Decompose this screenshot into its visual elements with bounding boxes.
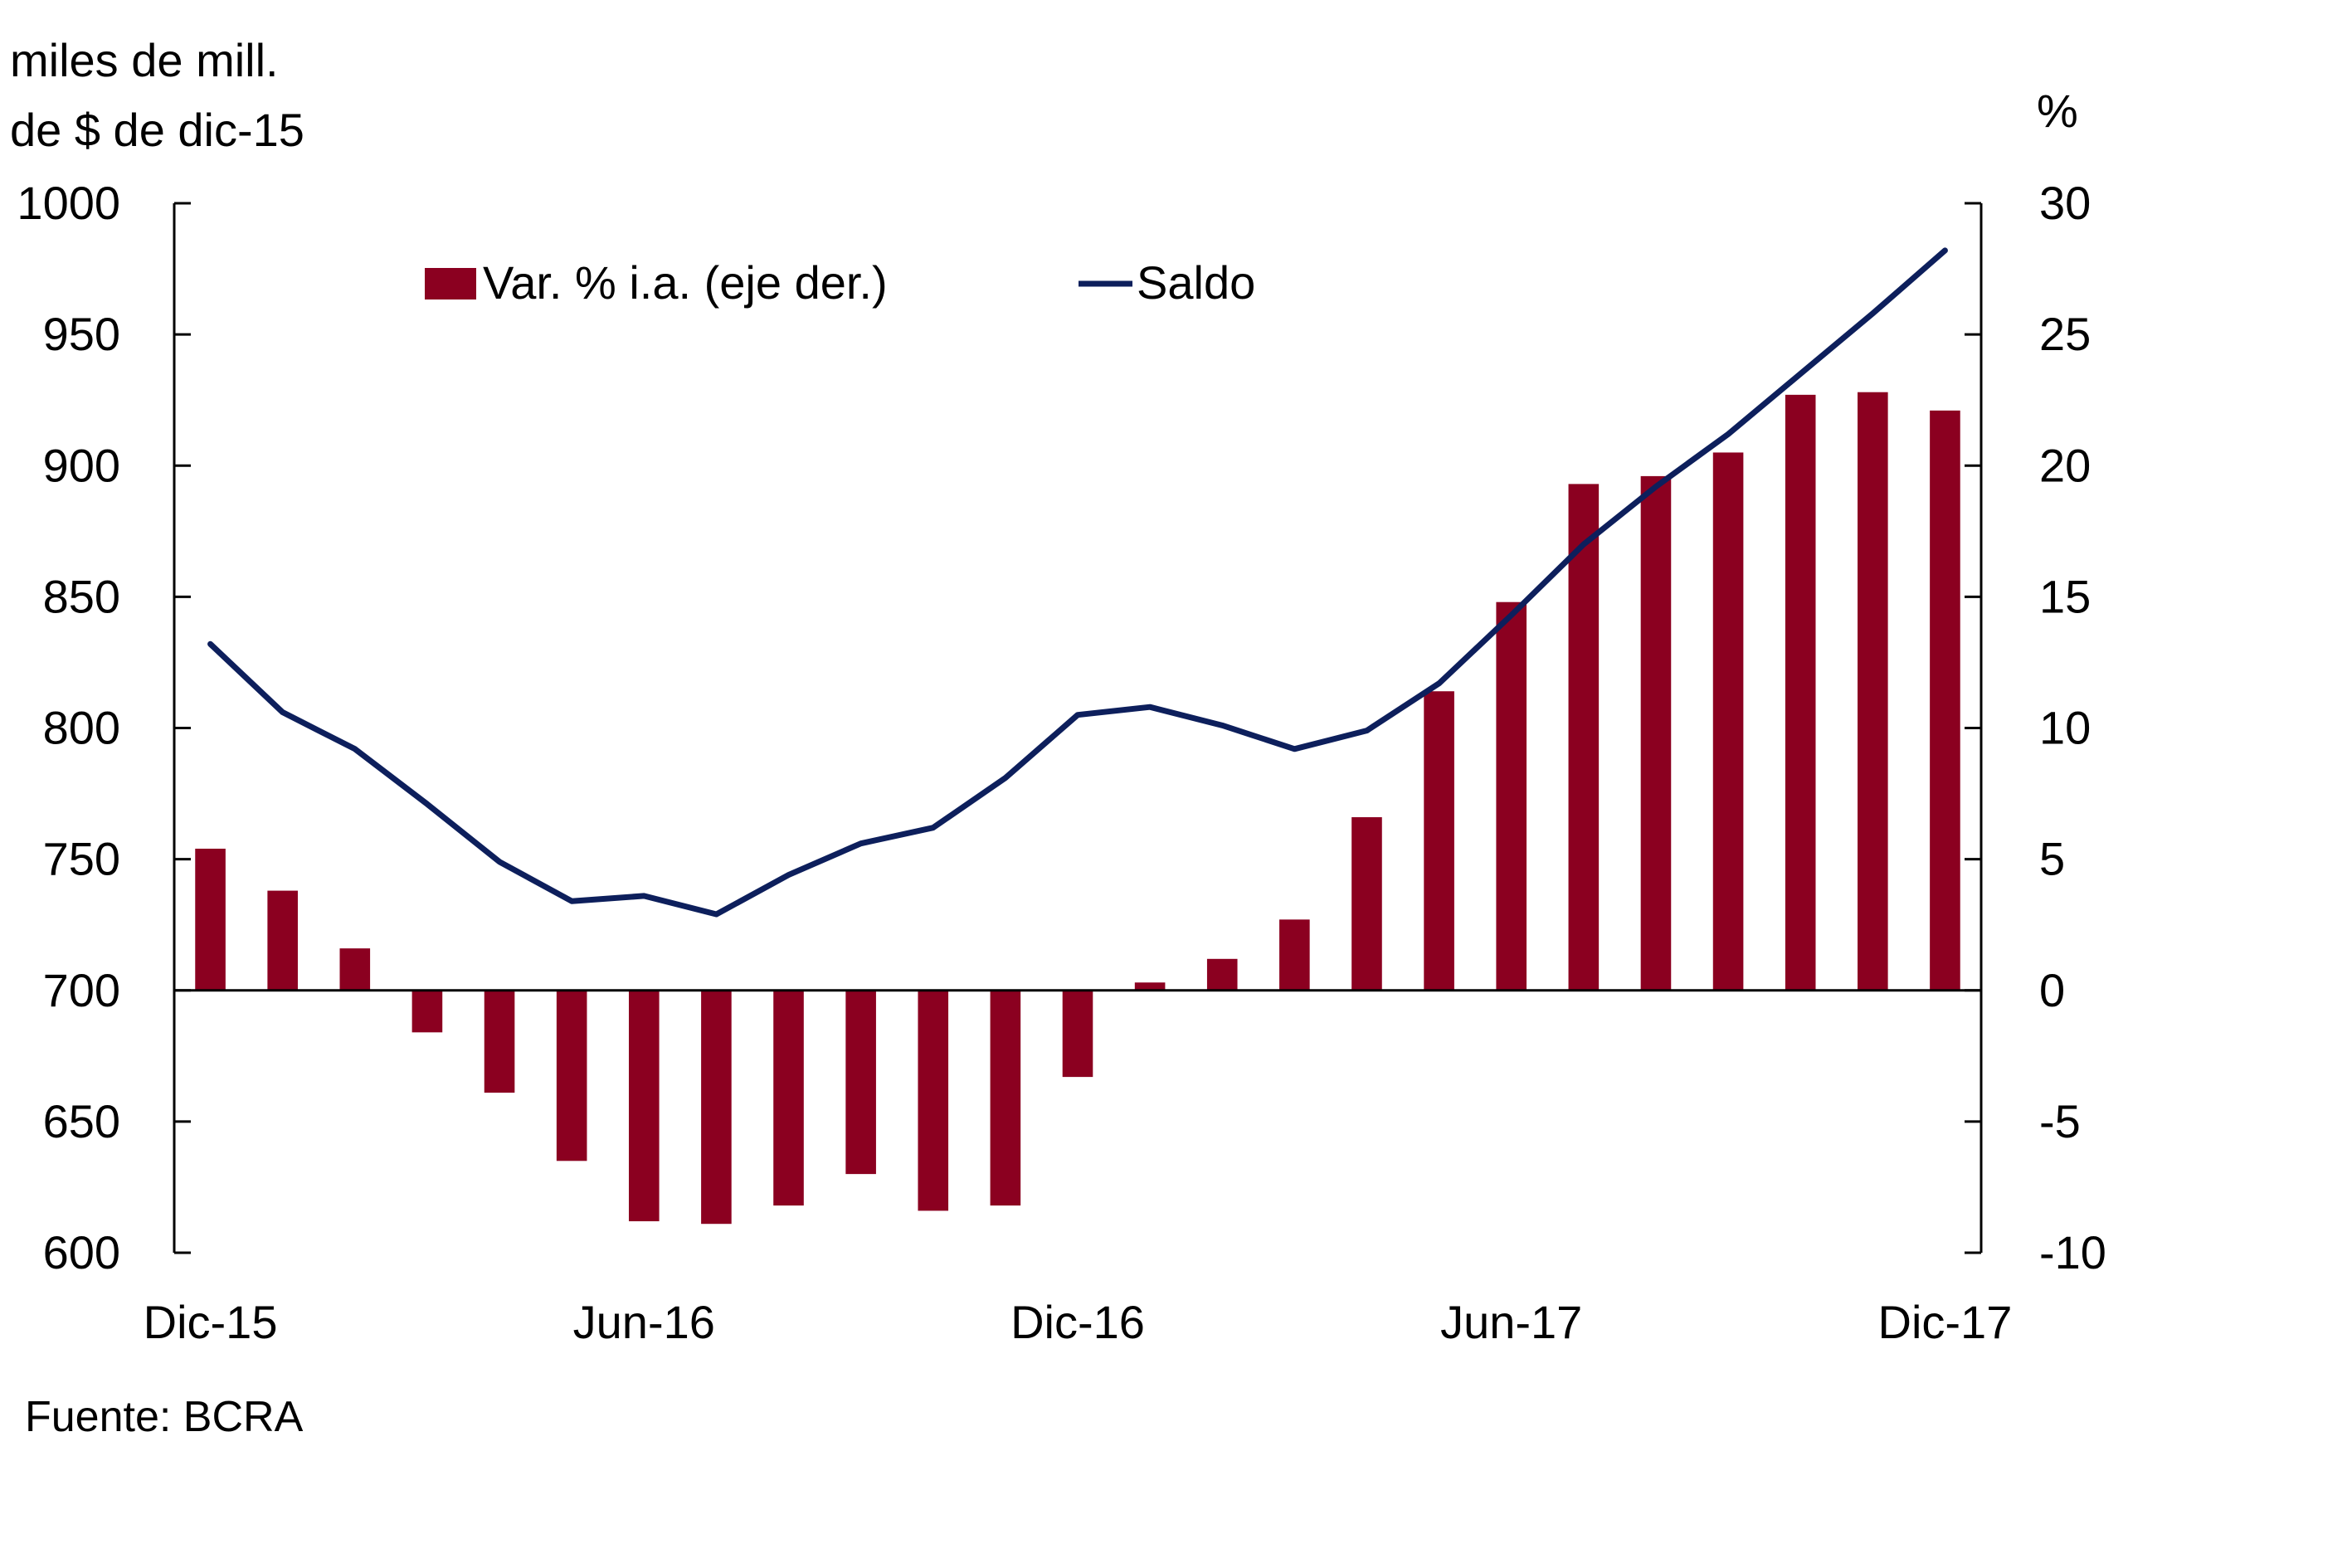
- saldo-line: [207, 247, 1948, 918]
- left-tick-label-850: 850: [43, 570, 120, 622]
- bar-oct-17: [1785, 394, 1816, 991]
- legend-line-label: Saldo: [1137, 256, 1255, 309]
- bar-nov-17: [1858, 392, 1888, 991]
- bar-abr-17: [1351, 817, 1382, 991]
- right-tick-label-15: 15: [2039, 570, 2091, 622]
- left-axis-unit-line1: miles de mill.: [10, 34, 279, 86]
- x-tick-label-Jun-16: Jun-16: [573, 1296, 715, 1348]
- bar-dic-17: [1930, 410, 1960, 991]
- source-note: Fuente: BCRA: [25, 1393, 304, 1441]
- bars-layer: [195, 392, 1960, 1225]
- left-axis-unit-line2: de $ de dic-15: [10, 104, 304, 156]
- bar-jul-17: [1568, 484, 1600, 991]
- left-tick-label-800: 800: [43, 702, 120, 754]
- right-tick-label-10: 10: [2039, 702, 2091, 754]
- bar-oct-16: [918, 990, 949, 1211]
- right-tick-label--10: -10: [2039, 1226, 2106, 1278]
- legend-bar-swatch: [425, 268, 476, 299]
- bar-ago-16: [773, 990, 804, 1206]
- bar-feb-17: [1206, 958, 1238, 991]
- left-tick-label-600: 600: [43, 1226, 120, 1278]
- axes-layer: 1000 950 900 850 800 750 700 650 600 30 25 20 15 10 5 0…: [17, 177, 2106, 1348]
- bar-sep-16: [845, 990, 876, 1175]
- left-tick-label-650: 650: [43, 1095, 120, 1147]
- bar-dic-16: [1062, 990, 1093, 1078]
- bar-sep-17: [1712, 452, 1744, 991]
- right-tick-label-30: 30: [2039, 177, 2091, 229]
- bar-dic-15: [195, 848, 226, 991]
- bar-feb-16: [339, 948, 371, 991]
- bar-nov-16: [990, 990, 1021, 1206]
- bar-mar-17: [1279, 919, 1310, 991]
- left-tick-label-950: 950: [43, 308, 120, 360]
- x-tick-label-Jun-17: Jun-17: [1440, 1296, 1582, 1348]
- right-tick-label-5: 5: [2039, 833, 2065, 885]
- bar-jun-16: [628, 990, 660, 1222]
- bar-may-17: [1424, 691, 1454, 991]
- x-tick-label-Dic-15: Dic-15: [144, 1296, 278, 1348]
- x-tick-label-Dic-16: Dic-16: [1010, 1296, 1145, 1348]
- bar-abr-16: [484, 990, 515, 1093]
- bar-ene-16: [267, 890, 298, 991]
- bar-jul-16: [701, 990, 732, 1225]
- left-tick-label-1000: 1000: [17, 177, 120, 229]
- legend-bar-label: Var. % i.a. (eje der.): [483, 256, 888, 309]
- right-axis-unit: %: [2037, 85, 2078, 137]
- bar-ene-17: [1134, 982, 1166, 991]
- x-tick-label-Dic-17: Dic-17: [1878, 1296, 2013, 1348]
- right-tick-label-20: 20: [2039, 439, 2091, 491]
- left-tick-label-750: 750: [43, 833, 120, 885]
- line-layer: [207, 247, 1948, 918]
- bar-mar-16: [411, 990, 443, 1033]
- bar-jun-17: [1496, 601, 1527, 991]
- legend: Var. % i.a. (eje der.) Saldo: [425, 256, 1255, 309]
- right-tick-label--5: -5: [2039, 1095, 2081, 1147]
- left-tick-label-700: 700: [43, 964, 120, 1016]
- bar-may-16: [556, 990, 587, 1161]
- right-tick-label-25: 25: [2039, 308, 2091, 360]
- bar-ago-17: [1640, 475, 1672, 991]
- right-tick-label-0: 0: [2039, 964, 2065, 1016]
- left-tick-label-900: 900: [43, 439, 120, 491]
